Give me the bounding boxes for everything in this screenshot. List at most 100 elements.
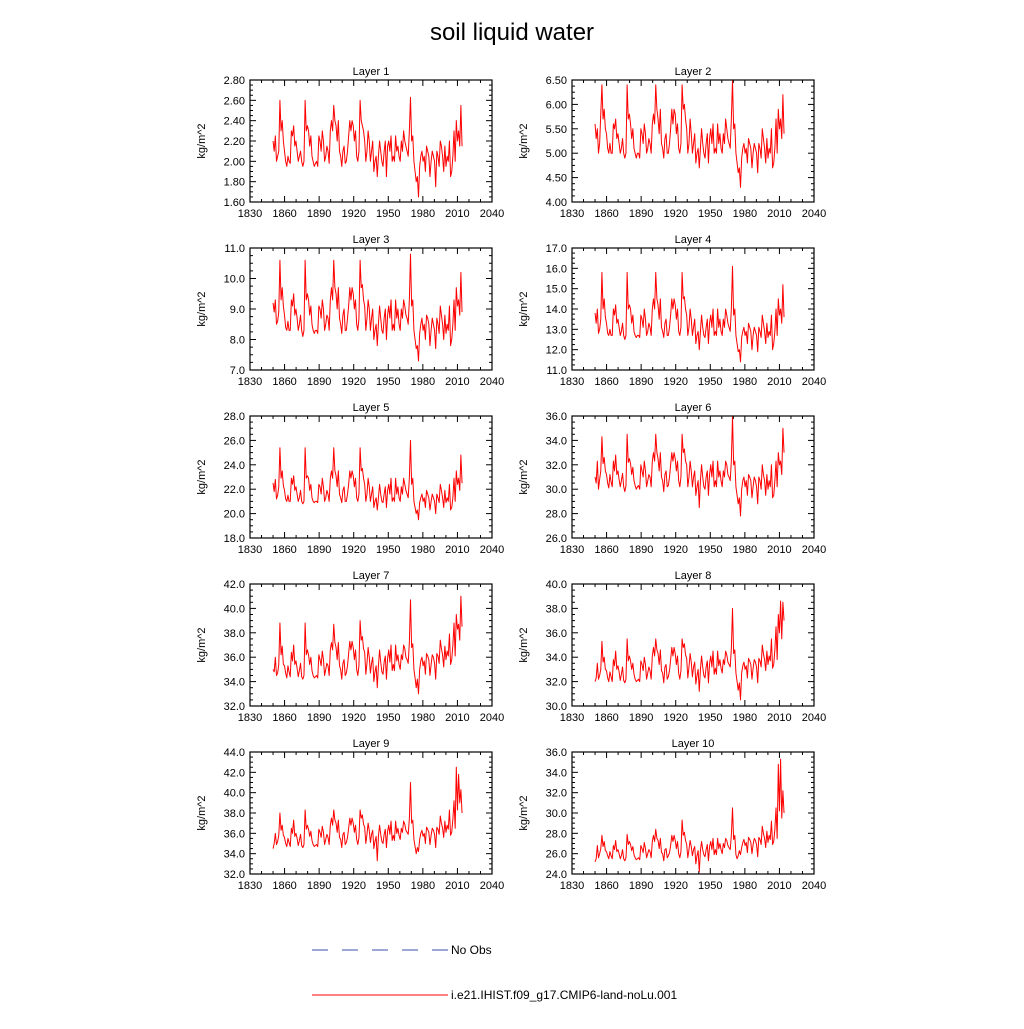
y-tick-label: 9.0	[230, 304, 245, 316]
y-tick-label: 2.20	[224, 136, 245, 148]
y-tick-label: 5.00	[546, 148, 567, 160]
panel-title: Layer 5	[353, 402, 390, 414]
x-tick-label: 1980	[411, 712, 435, 724]
x-tick-label: 1890	[629, 544, 653, 556]
x-tick-label: 2010	[445, 880, 469, 892]
panel-layer-8: Layer 8 kg/m^2 1830 1860 1890 1920 1950 1980 201…	[518, 570, 826, 724]
panel-layer-7: Layer 7 kg/m^2 1830 1860 1890 1920 1950 1980 201…	[196, 570, 504, 724]
x-tick-label: 2040	[480, 880, 504, 892]
y-tick-label: 2.00	[224, 156, 245, 168]
x-tick-label: 2040	[480, 208, 504, 220]
panel-layer-4: Layer 4 kg/m^2 1830 1860 1890 1920 1950 1980 201…	[518, 234, 826, 388]
y-axis-label: kg/m^2	[518, 459, 530, 494]
x-tick-label: 1950	[376, 712, 400, 724]
legend-label: No Obs	[451, 943, 492, 957]
x-tick-label: 1830	[238, 208, 262, 220]
y-tick-label: 30.0	[546, 808, 567, 820]
y-tick-label: 6.00	[546, 99, 567, 111]
panel-title: Layer 7	[353, 570, 390, 582]
x-tick-label: 1980	[411, 376, 435, 388]
y-axis-label: kg/m^2	[196, 123, 208, 158]
y-tick-label: 5.50	[546, 124, 567, 136]
x-tick-label: 1950	[698, 880, 722, 892]
y-tick-label: 28.0	[224, 411, 245, 423]
y-tick-label: 40.0	[224, 788, 245, 800]
x-tick-label: 1980	[733, 376, 757, 388]
x-tick-label: 1950	[376, 208, 400, 220]
x-tick-label: 1860	[272, 544, 296, 556]
x-tick-label: 1980	[733, 712, 757, 724]
y-tick-label: 36.0	[224, 828, 245, 840]
x-tick-label: 1920	[663, 544, 687, 556]
series-line	[272, 439, 463, 521]
x-tick-label: 1830	[238, 376, 262, 388]
y-tick-label: 16.0	[546, 263, 567, 275]
plot-frame	[571, 79, 815, 203]
series-line	[594, 758, 785, 873]
y-tick-label: 20.0	[224, 509, 245, 521]
x-tick-label: 2010	[767, 544, 791, 556]
x-tick-label: 1890	[629, 376, 653, 388]
panel-layer-10: Layer 10 kg/m^2 1830 1860 1890 1920 1950 1980 20…	[518, 738, 826, 892]
x-tick-label: 1890	[307, 880, 331, 892]
x-tick-label: 1830	[560, 376, 584, 388]
panel-title: Layer 9	[353, 738, 390, 750]
y-tick-label: 22.0	[224, 484, 245, 496]
x-tick-label: 1830	[560, 880, 584, 892]
x-tick-label: 1890	[629, 880, 653, 892]
y-tick-label: 42.0	[224, 767, 245, 779]
legend-item: i.e21.IHIST.f09_g17.CMIP6-land-noLu.001	[312, 988, 677, 1002]
y-tick-label: 32.0	[546, 677, 567, 689]
y-tick-label: 38.0	[224, 808, 245, 820]
x-tick-label: 1830	[560, 712, 584, 724]
y-axis-label: kg/m^2	[518, 795, 530, 830]
y-axis-label: kg/m^2	[196, 459, 208, 494]
panel-title: Layer 8	[675, 570, 712, 582]
x-tick-label: 1860	[272, 880, 296, 892]
y-tick-label: 2.40	[224, 116, 245, 128]
y-tick-label: 18.0	[224, 533, 245, 545]
x-tick-label: 1830	[560, 544, 584, 556]
x-tick-label: 1980	[733, 880, 757, 892]
series-line	[272, 595, 463, 695]
y-tick-label: 28.0	[546, 828, 567, 840]
series-line	[594, 79, 785, 188]
y-axis-label: kg/m^2	[196, 291, 208, 326]
y-tick-label: 42.0	[224, 579, 245, 591]
x-tick-label: 2040	[480, 376, 504, 388]
y-tick-label: 1.80	[224, 177, 245, 189]
y-tick-label: 4.50	[546, 173, 567, 185]
y-tick-label: 24.0	[224, 460, 245, 472]
x-tick-label: 1950	[698, 208, 722, 220]
legend-label: i.e21.IHIST.f09_g17.CMIP6-land-noLu.001	[451, 988, 677, 1002]
plot-frame	[249, 583, 493, 707]
x-tick-label: 2040	[802, 880, 826, 892]
panel-layer-6: Layer 6 kg/m^2 1830 1860 1890 1920 1950 1980 201…	[518, 402, 826, 556]
panel-layer-1: Layer 1 kg/m^2 1830 1860 1890 1920 1950 1980 201…	[196, 66, 504, 220]
y-tick-label: 28.0	[546, 509, 567, 521]
plot-frame	[249, 751, 493, 875]
x-tick-label: 1920	[341, 544, 365, 556]
y-tick-label: 26.0	[546, 533, 567, 545]
x-tick-label: 1920	[663, 376, 687, 388]
x-tick-label: 1920	[663, 208, 687, 220]
y-axis-label: kg/m^2	[518, 627, 530, 662]
x-tick-label: 1860	[594, 208, 618, 220]
y-tick-label: 17.0	[546, 243, 567, 255]
panels: Layer 1 kg/m^2 1830 1860 1890 1920 1950 1980 201…	[196, 66, 826, 892]
x-tick-label: 1890	[629, 208, 653, 220]
panel-layer-5: Layer 5 kg/m^2 1830 1860 1890 1920 1950 1980 201…	[196, 402, 504, 556]
x-tick-label: 1860	[272, 376, 296, 388]
x-tick-label: 1830	[238, 544, 262, 556]
x-tick-label: 1920	[341, 712, 365, 724]
x-tick-label: 1980	[411, 208, 435, 220]
legend-item: No Obs	[312, 943, 492, 957]
x-tick-label: 1860	[272, 712, 296, 724]
plot-frame	[249, 415, 493, 539]
x-tick-label: 2010	[767, 712, 791, 724]
y-tick-label: 12.0	[546, 345, 567, 357]
plot-frame	[571, 247, 815, 371]
x-tick-label: 1950	[698, 712, 722, 724]
x-tick-label: 2040	[802, 376, 826, 388]
